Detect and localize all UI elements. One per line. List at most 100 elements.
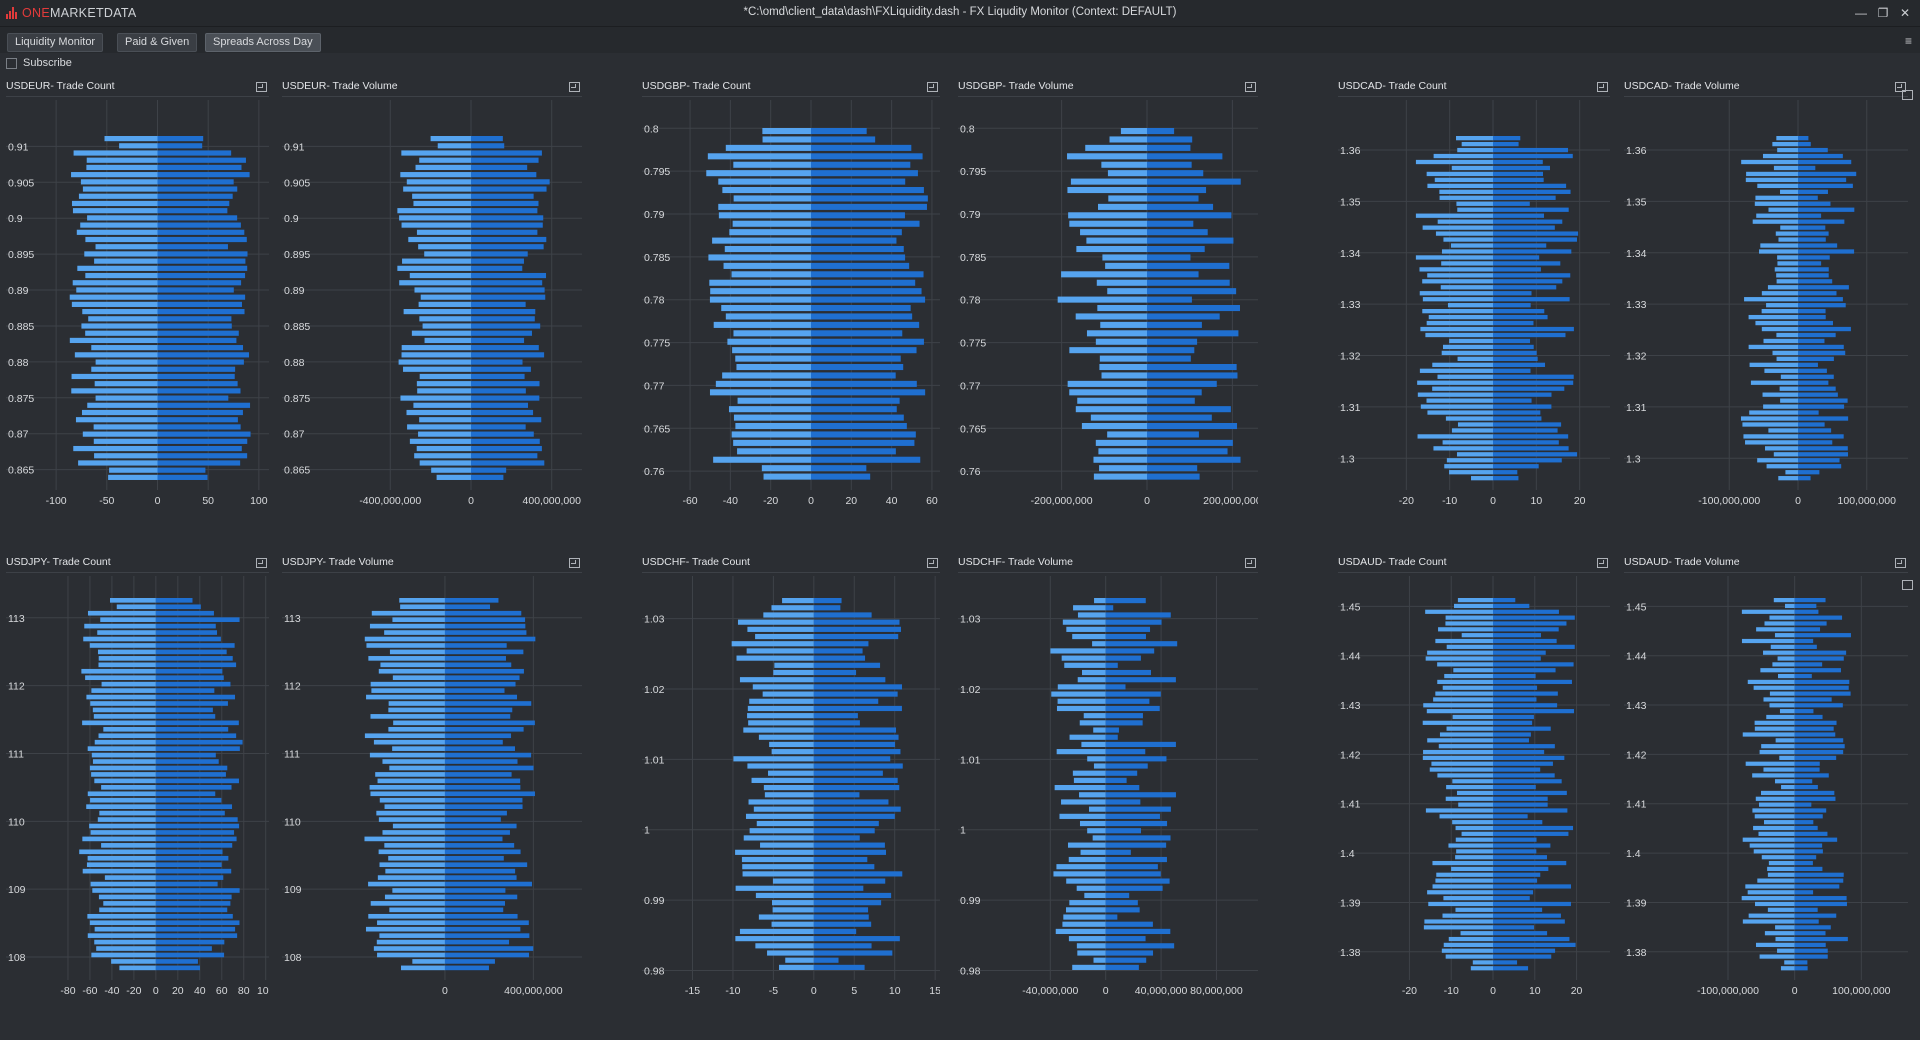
- ask-bar: [1493, 855, 1547, 860]
- ask-bar: [1493, 201, 1530, 206]
- maximize-chart-icon[interactable]: [256, 558, 267, 568]
- ask-bar: [1147, 195, 1199, 202]
- bid-bar: [1741, 159, 1798, 165]
- ask-bar: [471, 301, 526, 307]
- bid-bar: [412, 959, 445, 964]
- bid-bar: [377, 952, 445, 958]
- expand-panel-icon[interactable]: [1902, 90, 1913, 100]
- maximize-chart-icon[interactable]: [1895, 558, 1906, 568]
- maximize-chart-icon[interactable]: [256, 82, 267, 92]
- ask-bar: [1493, 189, 1571, 194]
- bid-bar: [1444, 673, 1493, 679]
- expand-panel-icon[interactable]: [1902, 580, 1913, 590]
- bid-bar: [1069, 389, 1147, 396]
- ask-bar: [1105, 892, 1130, 899]
- bid-bar: [420, 294, 471, 300]
- ask-bar: [811, 389, 926, 396]
- ask-bar: [1794, 814, 1823, 819]
- ask-bar: [1147, 178, 1241, 185]
- maximize-chart-icon[interactable]: [927, 82, 938, 92]
- ask-bar: [471, 193, 534, 199]
- bid-bar: [712, 237, 811, 244]
- bid-bar: [1437, 679, 1493, 685]
- bid-bar: [400, 172, 471, 178]
- y-tick-label: 0.795: [960, 166, 986, 178]
- bid-bar: [1435, 638, 1493, 644]
- bid-bar: [1437, 773, 1493, 778]
- maximize-chart-icon[interactable]: [927, 558, 938, 568]
- maximize-chart-icon[interactable]: [1245, 82, 1256, 92]
- hamburger-menu-icon[interactable]: ≡: [1904, 34, 1912, 48]
- bid-bar: [1101, 372, 1147, 379]
- bid-bar: [1746, 171, 1798, 177]
- restore-button[interactable]: ❐: [1877, 5, 1889, 20]
- ask-bar: [1147, 338, 1198, 345]
- ask-bar: [1493, 896, 1530, 901]
- ask-bar: [157, 193, 233, 199]
- tab-spreads-across-day[interactable]: Spreads Across Day: [205, 33, 321, 52]
- ask-bar: [157, 294, 246, 300]
- bid-bar: [1780, 225, 1798, 230]
- ask-bar: [444, 714, 511, 719]
- bid-bar: [397, 208, 471, 214]
- tab-liquidity-monitor[interactable]: Liquidity Monitor: [7, 33, 104, 52]
- bid-bar: [713, 456, 811, 463]
- bid-bar: [108, 474, 158, 480]
- bid-bar: [1426, 709, 1493, 714]
- ask-bar: [1798, 159, 1852, 165]
- bid-bar: [1764, 621, 1795, 626]
- bid-bar: [1742, 919, 1795, 924]
- ask-bar: [155, 920, 240, 926]
- bid-bar: [392, 823, 445, 829]
- ask-bar: [811, 397, 900, 404]
- ask-bar: [471, 164, 528, 171]
- maximize-chart-icon[interactable]: [569, 82, 580, 92]
- ask-bar: [155, 875, 224, 880]
- bid-bar: [1774, 779, 1795, 784]
- maximize-chart-icon[interactable]: [1245, 558, 1256, 568]
- y-tick-label: 1.38: [1340, 947, 1361, 959]
- bid-bar: [1780, 966, 1795, 971]
- ask-bar: [1105, 720, 1143, 726]
- ask-bar: [1798, 356, 1834, 362]
- ask-bar: [1798, 398, 1848, 403]
- bid-bar: [90, 701, 156, 706]
- ask-bar: [1493, 709, 1575, 714]
- ask-bar: [1794, 849, 1823, 854]
- title-bar: ONEMARKETDATA *C:\omd\client_data\dash\F…: [0, 0, 1920, 27]
- minimize-button[interactable]: —: [1855, 5, 1867, 20]
- ask-bar: [1794, 855, 1817, 860]
- maximize-chart-icon[interactable]: [1597, 82, 1608, 92]
- bid-bar: [366, 694, 445, 700]
- ask-bar: [1105, 928, 1171, 935]
- bid-bar: [71, 388, 158, 394]
- ask-bar: [1798, 136, 1809, 141]
- bid-bar: [1446, 644, 1493, 649]
- y-tick-label: 0.79: [644, 209, 665, 221]
- bid-bar: [737, 448, 811, 455]
- maximize-chart-icon[interactable]: [1597, 558, 1608, 568]
- bid-bar: [1425, 656, 1493, 661]
- subscribe-toggle[interactable]: Subscribe: [6, 57, 72, 69]
- subscribe-checkbox[interactable]: [6, 57, 17, 69]
- ask-bar: [813, 734, 899, 740]
- ask-bar: [155, 797, 222, 803]
- bid-bar: [364, 636, 445, 642]
- ask-bar: [1493, 356, 1538, 362]
- ask-bar: [1493, 225, 1555, 230]
- bid-bar: [1061, 799, 1106, 805]
- bid-bar: [1762, 153, 1798, 159]
- bid-bar: [1756, 627, 1795, 632]
- bid-bar: [87, 215, 158, 221]
- ask-bar: [155, 668, 223, 674]
- close-button[interactable]: ✕: [1899, 5, 1911, 20]
- bid-bar: [1456, 452, 1493, 457]
- bid-bar: [72, 208, 158, 214]
- ask-bar: [155, 913, 233, 919]
- maximize-chart-icon[interactable]: [1895, 82, 1906, 92]
- bid-bar: [377, 875, 445, 880]
- maximize-chart-icon[interactable]: [569, 558, 580, 568]
- ask-bar: [1794, 843, 1823, 848]
- bid-bar: [92, 888, 156, 893]
- tab-paid-and-given[interactable]: Paid & Given: [117, 33, 198, 52]
